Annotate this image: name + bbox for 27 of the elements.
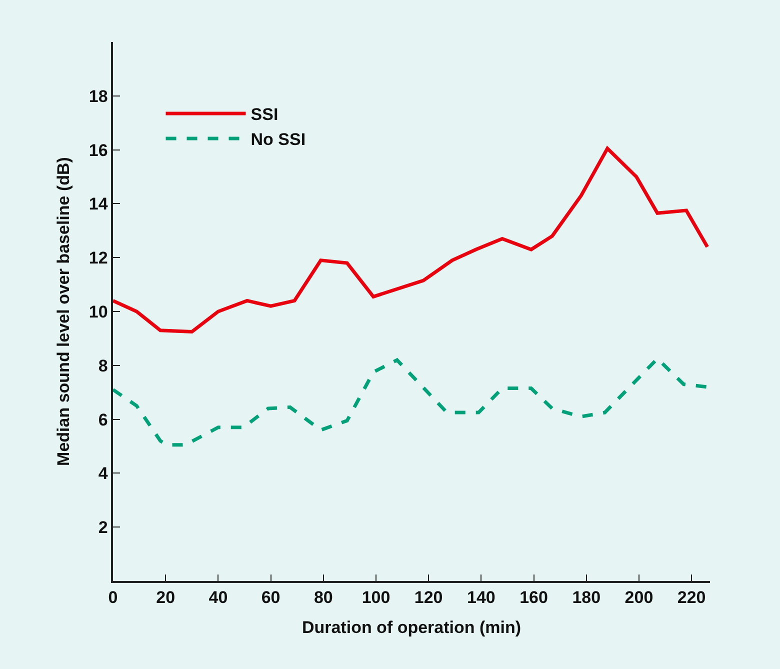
x-tick-label: 160 — [520, 588, 548, 608]
y-tick-label: 14 — [88, 194, 108, 214]
y-tick-label: 12 — [88, 248, 108, 268]
x-tick-label: 60 — [261, 588, 280, 608]
x-tick-label: 120 — [414, 588, 443, 608]
y-tick-label: 6 — [98, 410, 108, 430]
x-tick-label: 100 — [362, 588, 390, 608]
legend-label: No SSI — [250, 130, 306, 150]
legend-label: SSI — [250, 105, 278, 124]
y-tick-label: 16 — [88, 140, 108, 160]
x-axis-title: Duration of operation (min) — [302, 618, 522, 638]
y-tick-label: 10 — [88, 302, 108, 322]
y-tick-label: 8 — [98, 356, 108, 376]
x-tick-label: 180 — [572, 588, 601, 608]
x-tick-label: 0 — [108, 588, 118, 608]
y-tick-label: 2 — [98, 518, 108, 538]
x-tick-label: 220 — [677, 588, 706, 608]
x-tick-label: 20 — [156, 588, 176, 608]
y-axis-title: Median sound level over baseline (dB) — [54, 157, 73, 466]
x-tick-label: 200 — [624, 588, 654, 608]
y-tick-label: 4 — [98, 464, 108, 484]
x-tick-label: 80 — [314, 588, 333, 608]
y-tick-label: 18 — [88, 86, 108, 106]
x-tick-label: 40 — [208, 588, 228, 608]
line-series — [113, 146, 710, 334]
line-series — [113, 356, 710, 447]
x-tick-label: 140 — [467, 588, 496, 608]
